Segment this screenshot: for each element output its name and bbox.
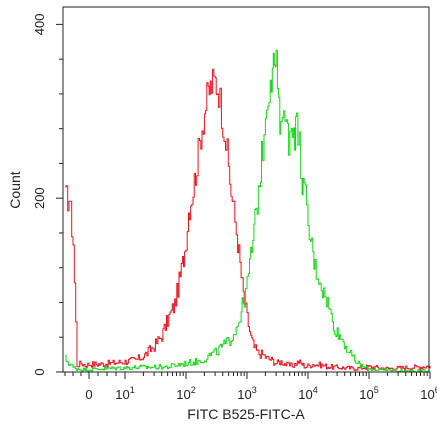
plot-series-layer xyxy=(65,49,431,373)
y-tick-label: 0 xyxy=(32,368,47,375)
series-line-2 xyxy=(65,49,431,373)
x-axis: 0 101 102 103 104 105 106 xyxy=(64,372,437,402)
y-axis: 0 200 400 xyxy=(32,14,63,376)
series-line-1 xyxy=(65,68,431,371)
x-tick-label: 0 xyxy=(85,387,92,402)
y-axis-title: Count xyxy=(7,171,23,208)
x-tick-label: 104 xyxy=(298,385,317,402)
y-tick-label: 200 xyxy=(32,187,47,209)
x-tick-label: 101 xyxy=(115,385,134,402)
x-axis-title: FITC B525-FITC-A xyxy=(187,406,305,422)
x-tick-label: 102 xyxy=(176,385,195,402)
x-tick-label: 105 xyxy=(359,385,378,402)
y-tick-label: 400 xyxy=(32,14,47,36)
x-tick-label: 103 xyxy=(237,385,256,402)
x-tick-label: 106 xyxy=(420,385,437,402)
plot-frame xyxy=(62,6,430,373)
